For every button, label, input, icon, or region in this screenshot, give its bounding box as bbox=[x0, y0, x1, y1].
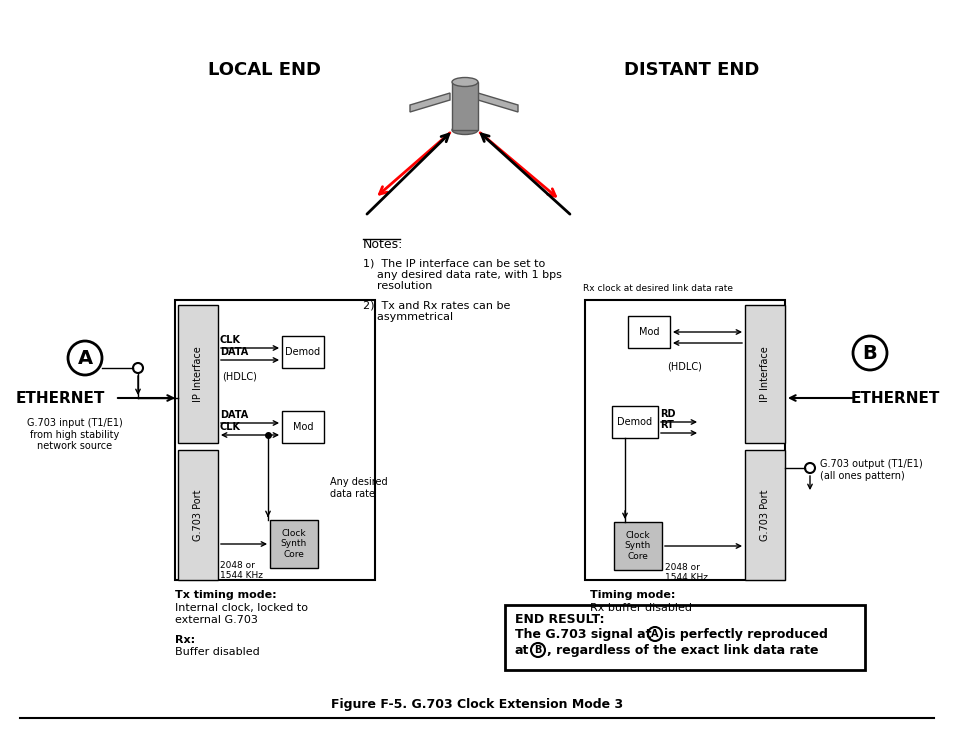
Text: ETHERNET: ETHERNET bbox=[15, 390, 105, 405]
Bar bbox=[584, 300, 784, 580]
Bar bbox=[614, 522, 661, 570]
Text: Clock
Synth
Core: Clock Synth Core bbox=[280, 529, 307, 559]
Text: is perfectly reproduced: is perfectly reproduced bbox=[663, 628, 827, 641]
Text: Buffer disabled: Buffer disabled bbox=[174, 647, 259, 657]
Text: A: A bbox=[77, 348, 92, 368]
Text: Any desired
data rate: Any desired data rate bbox=[330, 477, 387, 499]
Text: DATA: DATA bbox=[220, 410, 248, 420]
Text: Mod: Mod bbox=[293, 422, 313, 432]
Polygon shape bbox=[410, 93, 450, 112]
Bar bbox=[612, 406, 658, 438]
Text: Timing mode:: Timing mode: bbox=[589, 590, 675, 600]
Text: B: B bbox=[862, 343, 877, 362]
Bar bbox=[744, 305, 784, 443]
Text: ETHERNET: ETHERNET bbox=[849, 390, 939, 405]
Text: (HDLC): (HDLC) bbox=[667, 361, 701, 371]
Bar bbox=[282, 336, 324, 368]
Text: (HDLC): (HDLC) bbox=[222, 371, 257, 381]
Text: Rx buffer disabled: Rx buffer disabled bbox=[589, 603, 691, 613]
Text: at: at bbox=[515, 644, 529, 657]
Bar bbox=[178, 305, 218, 443]
Text: external G.703: external G.703 bbox=[174, 615, 257, 625]
Polygon shape bbox=[477, 93, 517, 112]
Bar bbox=[174, 300, 375, 580]
Bar bbox=[744, 450, 784, 580]
Text: Notes:: Notes: bbox=[363, 238, 403, 251]
Text: 2048 or
1544 KHz: 2048 or 1544 KHz bbox=[220, 561, 263, 580]
Text: G.703 Port: G.703 Port bbox=[193, 489, 203, 541]
Text: Figure F-5. G.703 Clock Extension Mode 3: Figure F-5. G.703 Clock Extension Mode 3 bbox=[331, 698, 622, 711]
Text: 1)  The IP interface can be set to
    any desired data rate, with 1 bps
    res: 1) The IP interface can be set to any de… bbox=[363, 258, 561, 292]
Text: CLK: CLK bbox=[220, 335, 241, 345]
Text: DISTANT END: DISTANT END bbox=[623, 61, 759, 79]
Bar bbox=[282, 411, 324, 443]
Text: Demod: Demod bbox=[285, 347, 320, 357]
Bar bbox=[627, 316, 669, 348]
Text: IP Interface: IP Interface bbox=[193, 346, 203, 402]
Text: Demod: Demod bbox=[617, 417, 652, 427]
Text: Internal clock, locked to: Internal clock, locked to bbox=[174, 603, 308, 613]
Text: , regardless of the exact link data rate: , regardless of the exact link data rate bbox=[546, 644, 818, 657]
Ellipse shape bbox=[452, 125, 477, 134]
Text: Rx clock at desired link data rate: Rx clock at desired link data rate bbox=[582, 284, 732, 293]
Bar bbox=[270, 520, 317, 568]
Text: The G.703 signal at: The G.703 signal at bbox=[515, 628, 651, 641]
Bar bbox=[504, 605, 864, 670]
Text: G.703 output (T1/E1)
(all ones pattern): G.703 output (T1/E1) (all ones pattern) bbox=[820, 459, 922, 480]
Text: IP Interface: IP Interface bbox=[760, 346, 769, 402]
Bar bbox=[178, 450, 218, 580]
Text: 2)  Tx and Rx rates can be
    asymmetrical: 2) Tx and Rx rates can be asymmetrical bbox=[363, 300, 510, 322]
Ellipse shape bbox=[452, 77, 477, 86]
Text: CLK: CLK bbox=[220, 422, 241, 432]
Text: A: A bbox=[651, 629, 659, 639]
Text: DATA: DATA bbox=[220, 347, 248, 357]
Text: RD: RD bbox=[659, 409, 675, 419]
Text: B: B bbox=[534, 645, 541, 655]
Text: END RESULT:: END RESULT: bbox=[515, 613, 604, 626]
Text: Rx:: Rx: bbox=[174, 635, 195, 645]
Text: G.703 input (T1/E1)
from high stability
network source: G.703 input (T1/E1) from high stability … bbox=[27, 418, 123, 451]
Text: Tx timing mode:: Tx timing mode: bbox=[174, 590, 276, 600]
Text: 2048 or
1544 KHz: 2048 or 1544 KHz bbox=[664, 563, 707, 582]
Text: G.703 Port: G.703 Port bbox=[760, 489, 769, 541]
Text: Clock
Synth
Core: Clock Synth Core bbox=[624, 531, 651, 561]
Text: RT: RT bbox=[659, 420, 673, 430]
Text: LOCAL END: LOCAL END bbox=[209, 61, 321, 79]
Bar bbox=[452, 82, 477, 130]
Text: Mod: Mod bbox=[639, 327, 659, 337]
